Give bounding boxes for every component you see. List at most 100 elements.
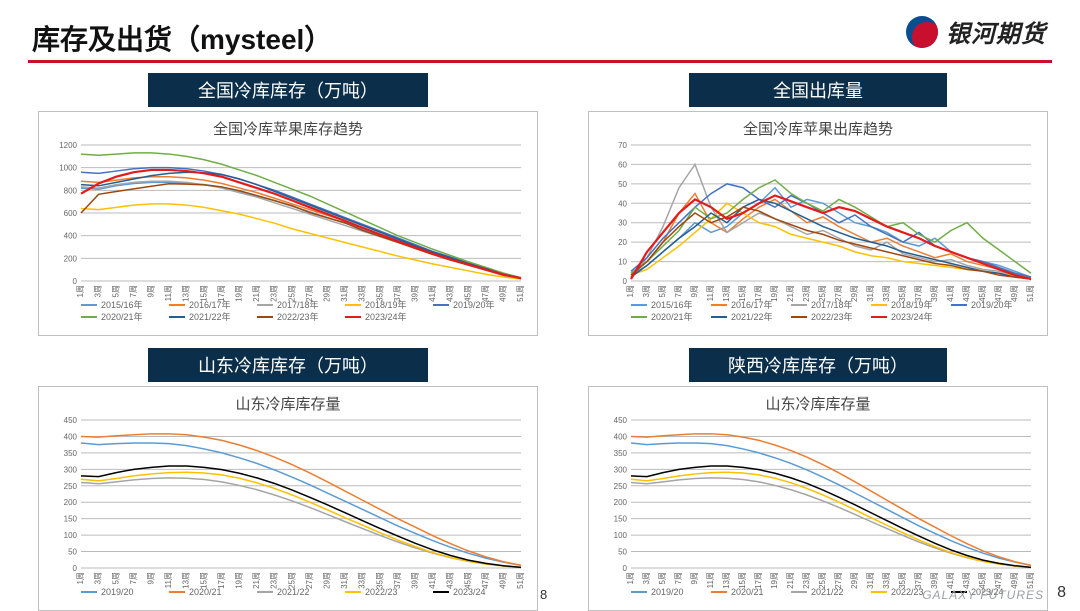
svg-text:2020/21: 2020/21 (189, 587, 222, 597)
svg-text:29周: 29周 (323, 572, 332, 589)
page-number-right: 8 (1057, 584, 1066, 602)
svg-text:2022/23年: 2022/23年 (277, 311, 319, 322)
chart-box: 山东冷库库存量 0501001502002503003504004501周3周5… (588, 386, 1048, 611)
svg-text:150: 150 (64, 515, 78, 524)
svg-text:2019/20: 2019/20 (651, 587, 684, 597)
svg-text:11周: 11周 (164, 572, 173, 588)
svg-text:2015/16年: 2015/16年 (651, 299, 693, 310)
svg-text:51周: 51周 (1026, 285, 1035, 302)
panel-header: 陕西冷库库存（万吨） (689, 348, 947, 382)
svg-text:9周: 9周 (690, 572, 699, 584)
svg-text:2019/20: 2019/20 (101, 587, 134, 597)
svg-text:9周: 9周 (147, 285, 156, 297)
svg-text:250: 250 (64, 482, 78, 491)
chart-svg: 0102030405060701周3周5周7周9周11周13周15周17周19周… (597, 141, 1037, 331)
chart-inner-title: 全国冷库苹果出库趋势 (597, 118, 1039, 139)
svg-text:33周: 33周 (882, 285, 891, 302)
svg-text:0: 0 (623, 564, 628, 573)
panel-shandong-inventory: 山东冷库库存（万吨） 山东冷库库存量 050100150200250300350… (38, 348, 538, 611)
svg-text:250: 250 (614, 482, 628, 491)
svg-text:51周: 51周 (516, 572, 525, 589)
chart-inner-title: 山东冷库库存量 (597, 393, 1039, 414)
svg-text:9周: 9周 (147, 572, 156, 584)
svg-text:7周: 7周 (674, 572, 683, 584)
svg-text:450: 450 (64, 416, 78, 425)
svg-text:450: 450 (614, 416, 628, 425)
svg-text:2020/21: 2020/21 (731, 587, 764, 597)
svg-text:2019/20年: 2019/20年 (971, 299, 1013, 310)
svg-text:51周: 51周 (516, 285, 525, 302)
svg-text:31周: 31周 (340, 285, 349, 302)
svg-text:41周: 41周 (946, 285, 955, 302)
svg-text:33周: 33周 (882, 572, 891, 589)
svg-text:5周: 5周 (658, 572, 667, 584)
svg-text:2017/18年: 2017/18年 (277, 299, 319, 310)
svg-text:11周: 11周 (164, 285, 173, 301)
svg-text:2015/16年: 2015/16年 (101, 299, 143, 310)
svg-text:7周: 7周 (129, 572, 138, 584)
svg-text:49周: 49周 (1010, 572, 1019, 589)
svg-text:350: 350 (64, 449, 78, 458)
svg-text:23周: 23周 (802, 572, 811, 589)
svg-text:7周: 7周 (129, 285, 138, 297)
brand-text: 银河期货 (946, 14, 1046, 49)
svg-text:41周: 41周 (946, 572, 955, 589)
svg-text:39周: 39周 (411, 572, 420, 589)
svg-text:2023/24年: 2023/24年 (365, 311, 407, 322)
brand-logo: 银河期货 (906, 14, 1046, 49)
svg-text:100: 100 (614, 531, 628, 540)
svg-text:2020/21年: 2020/21年 (651, 311, 693, 322)
chart-svg: 0200400600800100012001周3周5周7周9周11周13周15周… (47, 141, 527, 331)
svg-text:2022/23年: 2022/23年 (811, 311, 853, 322)
svg-text:49周: 49周 (499, 285, 508, 302)
chart-svg: 0501001502002503003504004501周3周5周7周9周11周… (47, 416, 527, 606)
svg-text:2020/21年: 2020/21年 (101, 311, 143, 322)
panel-national-outbound: 全国出库量 全国冷库苹果出库趋势 0102030405060701周3周5周7周… (588, 73, 1048, 336)
slide: 银河期货 库存及出货（mysteel） 全国冷库库存（万吨） 全国冷库苹果库存趋… (0, 0, 1080, 608)
panel-national-inventory: 全国冷库库存（万吨） 全国冷库苹果库存趋势 020040060080010001… (38, 73, 538, 336)
svg-text:19周: 19周 (770, 572, 779, 589)
svg-text:350: 350 (614, 449, 628, 458)
svg-text:23周: 23周 (802, 285, 811, 302)
svg-text:2017/18年: 2017/18年 (811, 299, 853, 310)
svg-text:2016/17年: 2016/17年 (189, 299, 231, 310)
svg-text:40: 40 (618, 199, 627, 208)
svg-text:0: 0 (623, 277, 628, 286)
svg-text:30: 30 (618, 219, 627, 228)
svg-text:2023/24: 2023/24 (453, 587, 486, 597)
svg-text:21周: 21周 (252, 285, 261, 302)
svg-text:29周: 29周 (850, 572, 859, 589)
chart-grid: 全国冷库库存（万吨） 全国冷库苹果库存趋势 020040060080010001… (38, 73, 1052, 611)
svg-text:41周: 41周 (428, 572, 437, 589)
svg-text:3周: 3周 (94, 285, 103, 297)
svg-text:2021/22: 2021/22 (277, 587, 310, 597)
svg-text:5周: 5周 (111, 572, 120, 584)
panel-header: 山东冷库库存（万吨） (148, 348, 428, 382)
svg-text:10: 10 (618, 258, 627, 267)
footer-brand: GALAXY FUTURES (922, 588, 1044, 602)
panel-header: 全国出库量 (689, 73, 947, 107)
svg-text:31周: 31周 (866, 572, 875, 589)
svg-text:1周: 1周 (626, 285, 635, 297)
svg-text:150: 150 (614, 515, 628, 524)
svg-text:19周: 19周 (235, 285, 244, 302)
svg-text:31周: 31周 (866, 285, 875, 302)
svg-text:31周: 31周 (340, 572, 349, 589)
svg-text:21周: 21周 (786, 572, 795, 589)
svg-text:21周: 21周 (786, 285, 795, 302)
svg-text:7周: 7周 (674, 285, 683, 297)
svg-text:41周: 41周 (428, 285, 437, 302)
svg-text:13周: 13周 (722, 572, 731, 589)
svg-text:200: 200 (64, 254, 78, 263)
svg-text:2022/23: 2022/23 (365, 587, 398, 597)
panel-header: 全国冷库库存（万吨） (148, 73, 428, 107)
svg-text:50: 50 (618, 180, 627, 189)
svg-text:800: 800 (64, 186, 78, 195)
svg-text:43周: 43周 (962, 285, 971, 302)
svg-text:300: 300 (64, 465, 78, 474)
svg-text:43周: 43周 (962, 572, 971, 589)
svg-text:400: 400 (64, 432, 78, 441)
svg-text:49周: 49周 (499, 572, 508, 589)
svg-text:3周: 3周 (94, 572, 103, 584)
svg-text:60: 60 (618, 160, 627, 169)
